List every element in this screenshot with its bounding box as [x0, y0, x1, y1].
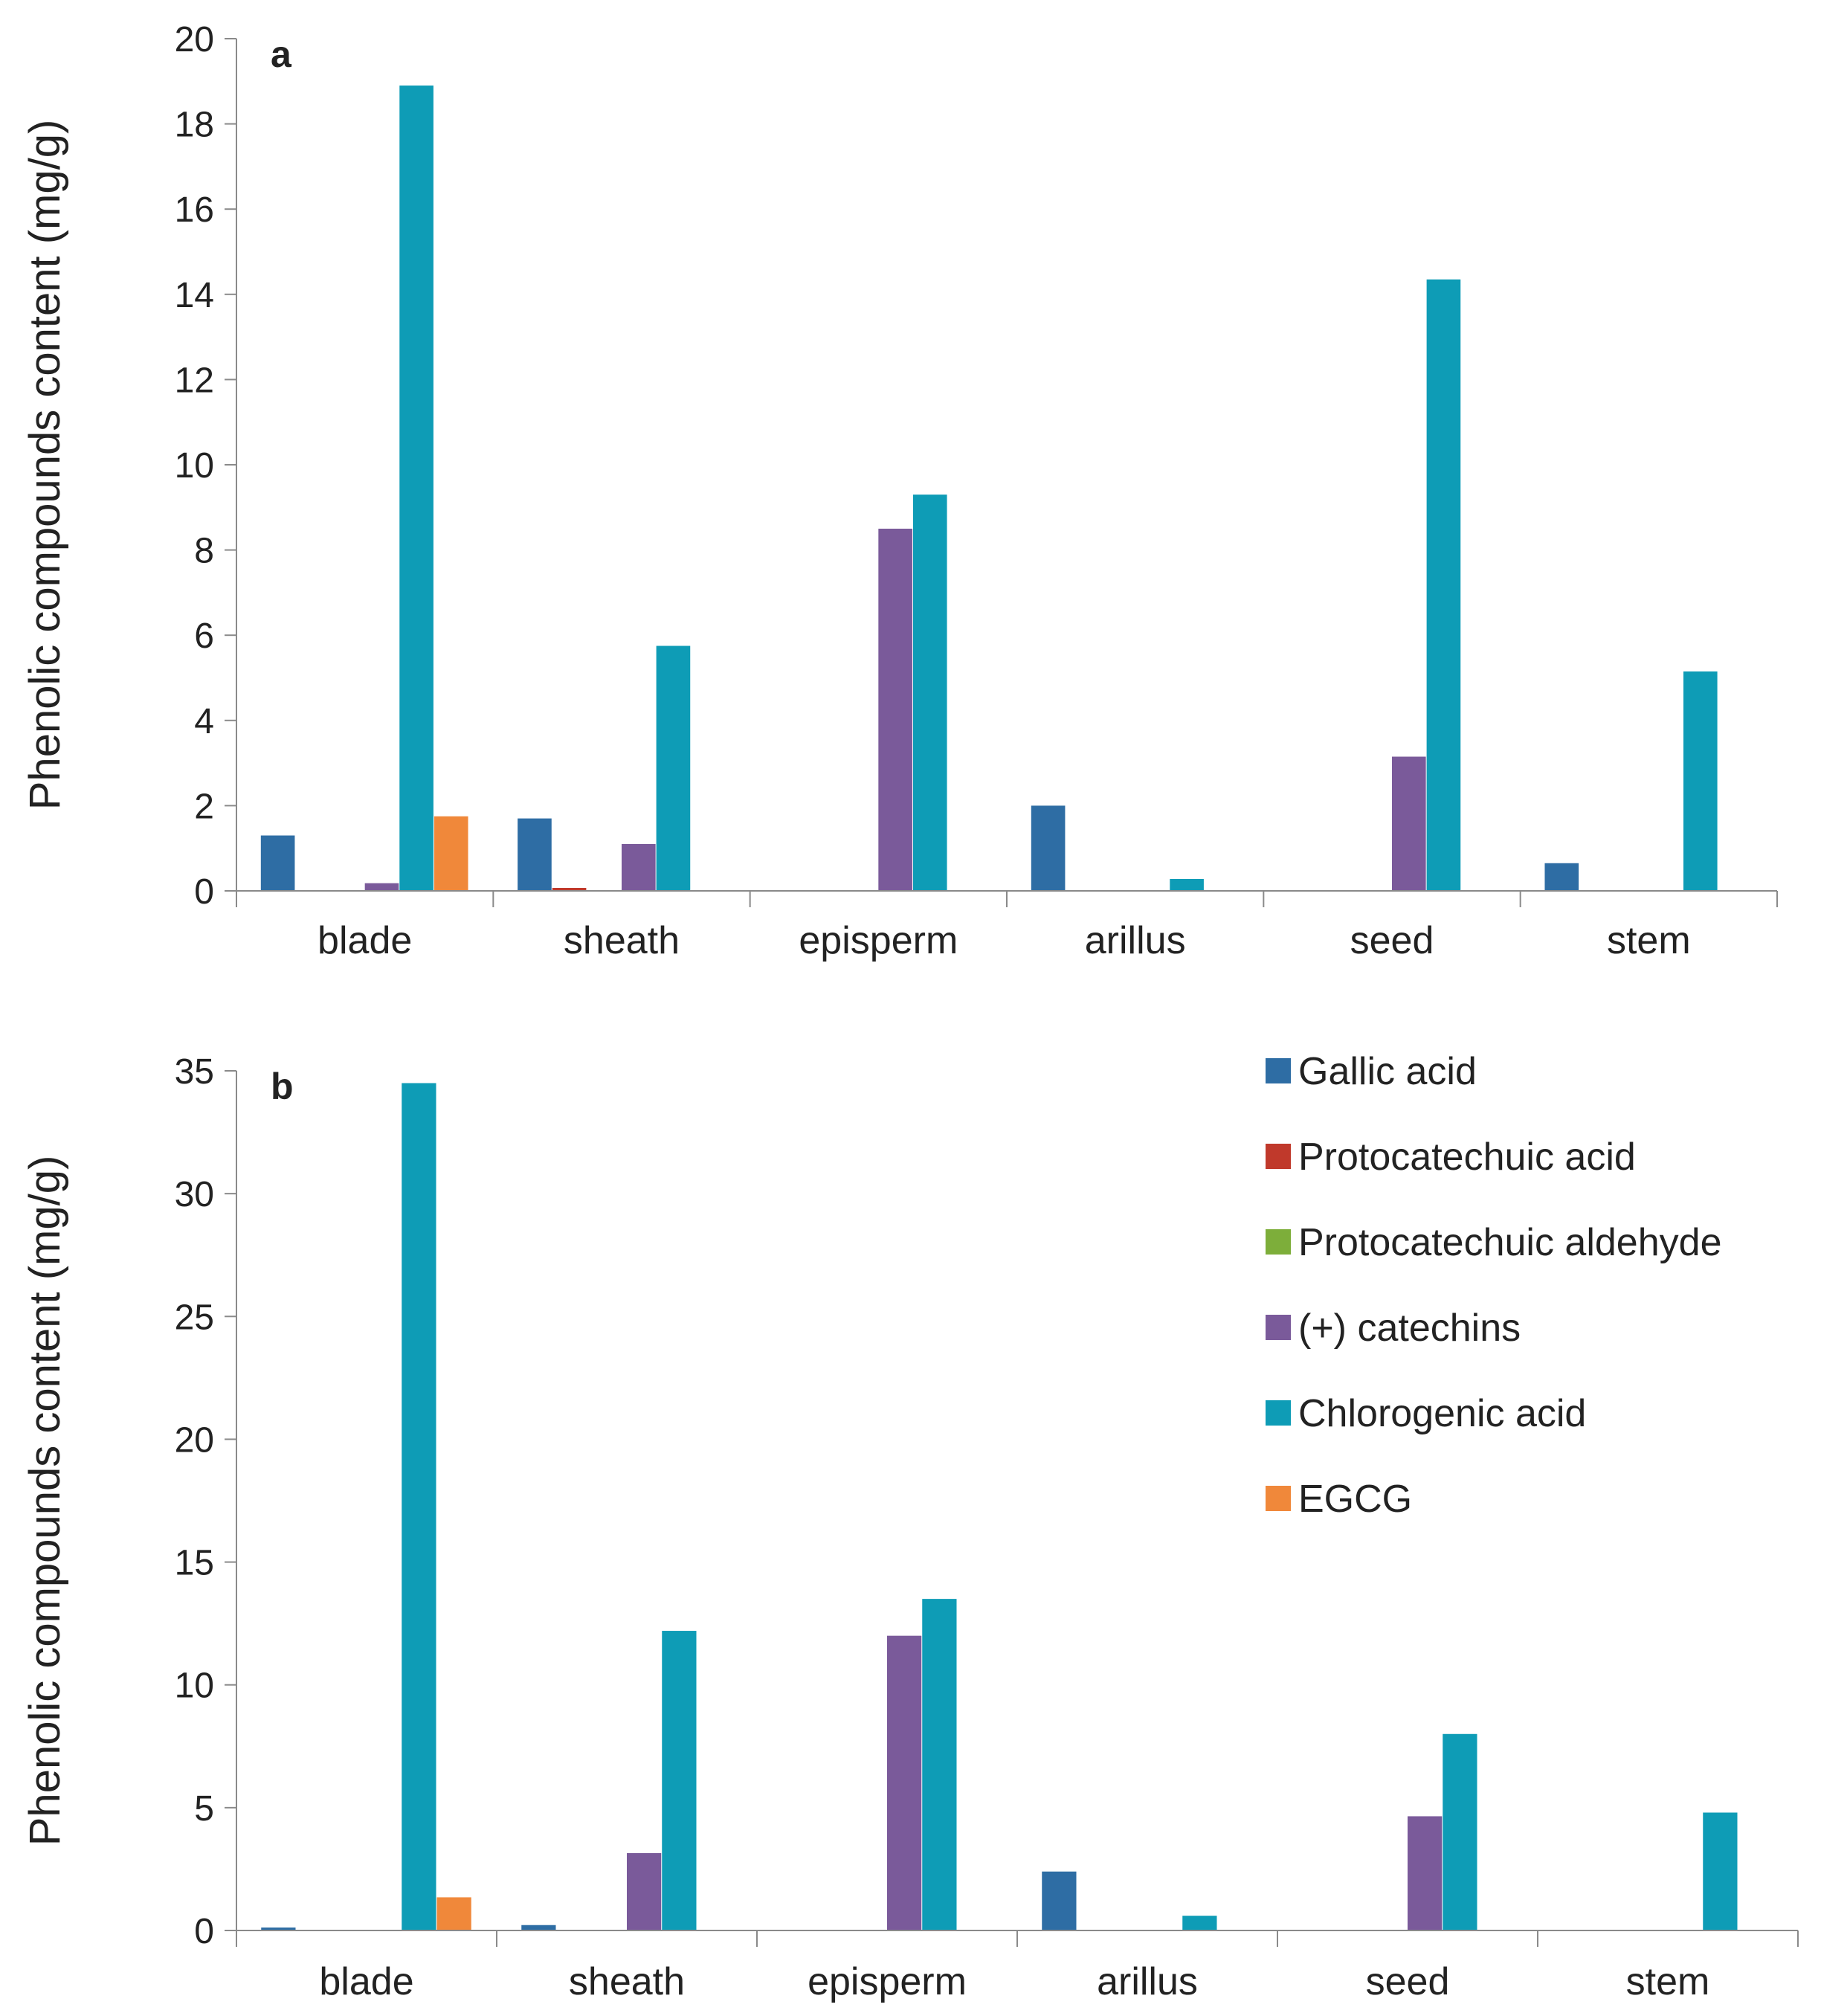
legend-swatch-chlorogenic-acid [1266, 1400, 1291, 1426]
bar-catechins-seed [1392, 756, 1426, 891]
x-tick-label-blade: blade [319, 1960, 413, 2003]
y-tick-label: 20 [175, 20, 214, 59]
chart-panel-b: 0 5 10 15 20 25 30 35 blade sheath episperm arillus… [21, 1052, 1799, 2003]
y-tick-label: 0 [194, 872, 214, 912]
y-tick-label: 25 [175, 1298, 214, 1337]
legend-swatch-egcg [1266, 1486, 1291, 1511]
bar-gallic-acid-sheath [521, 1925, 556, 1930]
x-tick-label-arillus: arillus [1097, 1960, 1198, 2003]
bar-catechins-sheath [627, 1852, 662, 1930]
y-tick-label: 14 [175, 276, 214, 315]
bar-catechins-sheath [622, 843, 656, 891]
bar-gallic-acid-arillus [1042, 1871, 1077, 1930]
legend-label-catechins: (+) catechins [1298, 1307, 1521, 1350]
legend: Gallic acid Protocatechuic acid Protocatec… [1266, 1050, 1722, 1521]
bar-gallic-acid-sheath [518, 818, 552, 891]
bar-chlorogenic-acid-sheath [662, 1631, 697, 1930]
bar-gallic-acid-stem [1544, 863, 1579, 891]
x-tick-label-sheath: sheath [569, 1960, 685, 2003]
y-tick-label: 12 [175, 361, 214, 400]
bar-catechins-blade [364, 883, 399, 891]
y-tick-label: 8 [194, 532, 214, 571]
bar-gallic-acid-blade [260, 835, 295, 891]
bar-egcg-blade [436, 1897, 471, 1930]
bar-chlorogenic-acid-episperm [922, 1599, 957, 1930]
bar-catechins-seed [1408, 1816, 1443, 1930]
bar-chlorogenic-acid-arillus [1182, 1916, 1217, 1930]
bar-gallic-acid-arillus [1031, 805, 1066, 891]
bar-catechins-episperm [887, 1635, 922, 1930]
y-tick-label: 35 [175, 1052, 214, 1092]
y-tick-label: 10 [175, 446, 214, 486]
legend-swatch-protocatechuic-aldehyde [1266, 1229, 1291, 1255]
y-tick-label: 5 [194, 1789, 214, 1829]
panel-label-a: a [271, 33, 292, 75]
y-axis-title: Phenolic compounds content (mg/g) [21, 1156, 69, 1846]
y-axis-title: Phenolic compounds content (mg/g) [21, 120, 69, 811]
legend-label-chlorogenic-acid: Chlorogenic acid [1298, 1392, 1586, 1435]
y-tick-label: 15 [175, 1544, 214, 1583]
legend-label-gallic-acid: Gallic acid [1298, 1050, 1477, 1093]
panel-label-b: b [271, 1066, 294, 1107]
legend-swatch-catechins [1266, 1315, 1291, 1340]
x-tick-label-episperm: episperm [808, 1960, 967, 2003]
bar-protocatechuic-acid-sheath [552, 887, 587, 891]
bar-chlorogenic-acid-seed [1443, 1733, 1477, 1930]
bar-chlorogenic-acid-stem [1703, 1812, 1738, 1930]
bar-chlorogenic-acid-arillus [1170, 878, 1204, 891]
y-tick-label: 16 [175, 190, 214, 230]
legend-swatch-gallic-acid [1266, 1058, 1291, 1083]
x-tick-label-arillus: arillus [1085, 919, 1186, 962]
bar-chlorogenic-acid-sheath [656, 645, 691, 891]
bar-gallic-acid-blade [261, 1928, 296, 1930]
x-tick-label-stem: stem [1607, 919, 1691, 962]
y-tick-label: 0 [194, 1912, 214, 1951]
bar-egcg-blade [434, 816, 468, 891]
y-tick-label: 2 [194, 787, 214, 826]
bar-catechins-episperm [878, 528, 912, 891]
bar-chlorogenic-acid-episperm [912, 495, 947, 891]
x-tick-label-stem: stem [1626, 1960, 1710, 2003]
legend-label-egcg: EGCG [1298, 1478, 1412, 1521]
y-tick-label: 6 [194, 616, 214, 656]
bar-chlorogenic-acid-blade [399, 86, 434, 891]
x-tick-label-seed: seed [1366, 1960, 1450, 2003]
x-tick-label-sheath: sheath [564, 919, 680, 962]
y-tick-label: 10 [175, 1666, 214, 1706]
y-tick-label: 18 [175, 106, 214, 145]
bar-chlorogenic-acid-seed [1426, 279, 1461, 891]
legend-swatch-protocatechuic-acid [1266, 1144, 1291, 1169]
y-tick-label: 4 [194, 702, 214, 741]
y-tick-label: 30 [175, 1175, 214, 1214]
legend-label-protocatechuic-acid: Protocatechuic acid [1298, 1136, 1636, 1179]
chart-panel-a: 0 2 4 6 8 10 12 14 16 18 20 blade sheath episperm aril… [21, 20, 1778, 962]
x-tick-label-episperm: episperm [799, 919, 958, 962]
legend-label-protocatechuic-aldehyde: Protocatechuic aldehyde [1298, 1221, 1722, 1264]
y-tick-label: 20 [175, 1420, 214, 1460]
bar-chlorogenic-acid-stem [1683, 671, 1718, 891]
bar-chlorogenic-acid-blade [402, 1083, 436, 1930]
x-tick-label-blade: blade [318, 919, 412, 962]
x-tick-label-seed: seed [1350, 919, 1434, 962]
